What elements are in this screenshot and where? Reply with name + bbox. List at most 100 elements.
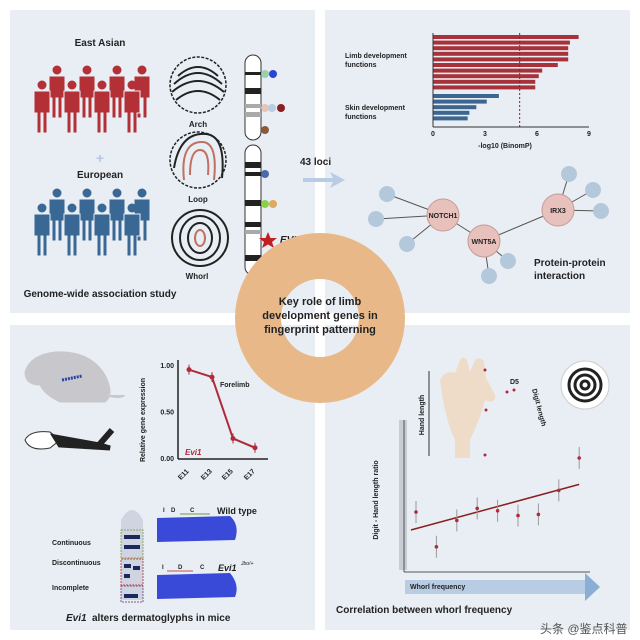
series-line xyxy=(188,368,256,449)
person-icon xyxy=(97,203,107,213)
mice-caption: alters dermatoglyphs in mice xyxy=(92,613,231,624)
person-icon xyxy=(37,203,47,213)
x-axis-arrow xyxy=(405,580,585,594)
trend-line xyxy=(410,483,580,531)
person-body xyxy=(93,90,111,134)
fingerprint-loop-icon xyxy=(169,131,227,189)
data-point xyxy=(434,545,439,549)
bar xyxy=(433,99,487,104)
skin-label-1: Skin development xyxy=(345,105,406,112)
east-asian-people-icon xyxy=(33,65,151,134)
person-body xyxy=(123,213,141,257)
person-icon xyxy=(127,80,137,90)
x-axis-label: -log10 (BinomP) xyxy=(478,143,532,150)
person-icon xyxy=(37,80,47,90)
limb-label-2: functions xyxy=(345,62,377,69)
scatter-x-label: Whorl frequency xyxy=(410,584,465,591)
mouse-limb-icon xyxy=(24,428,115,451)
wild-type-digit-image xyxy=(157,516,237,542)
person-icon xyxy=(112,188,122,198)
person-icon xyxy=(82,188,92,198)
segment-i: I xyxy=(162,565,164,571)
star-icon xyxy=(259,232,277,248)
person-icon xyxy=(127,203,137,213)
segment-c: C xyxy=(190,508,195,514)
person-body xyxy=(123,90,141,134)
forelimb-label: Forelimb xyxy=(220,382,250,389)
arrow-right-icon xyxy=(303,172,345,188)
data-point xyxy=(475,506,480,511)
mutant-superscript: Jbo/+ xyxy=(240,561,253,567)
center-title-3: fingerprint patterning xyxy=(264,324,376,336)
person-icon xyxy=(137,65,147,75)
bar xyxy=(433,57,569,62)
european-people-icon xyxy=(33,188,151,257)
person-icon xyxy=(52,188,62,198)
person-icon xyxy=(137,188,147,198)
person-icon xyxy=(67,80,77,90)
x-tick: 3 xyxy=(483,131,487,138)
arch-label: Arch xyxy=(189,120,207,129)
y-tick-label: 1.00 xyxy=(160,363,174,370)
y-tick-label: 0.50 xyxy=(160,410,174,417)
center-ring xyxy=(235,233,405,403)
hand-icon xyxy=(440,357,496,458)
bar xyxy=(433,46,569,51)
mutant-digit-image xyxy=(157,573,237,599)
node-irx3: IRX3 xyxy=(550,208,566,215)
person-icon xyxy=(112,65,122,75)
segment-d: D xyxy=(171,508,176,514)
class-incomplete: Incomplete xyxy=(52,585,89,592)
bar xyxy=(433,116,468,121)
mice-caption-gene: Evi1 xyxy=(66,613,87,624)
person-body xyxy=(63,213,81,257)
scatter-y-label: Digit - Hand length ratio xyxy=(373,460,380,539)
gwas-caption: Genome-wide association study xyxy=(24,289,177,300)
x-tick: 0 xyxy=(431,131,435,138)
whorl-label: Whorl xyxy=(186,272,209,281)
y-axis-label: Relative gene expression xyxy=(140,378,147,462)
bar xyxy=(433,51,569,56)
person-body xyxy=(93,213,111,257)
y-axis-arrow xyxy=(399,420,407,570)
center-title-2: development genes in xyxy=(262,310,378,322)
bar xyxy=(433,68,543,73)
arrow-right-icon xyxy=(585,573,600,601)
data-point xyxy=(557,488,561,493)
bar xyxy=(433,74,539,79)
skin-label-2: functions xyxy=(345,114,377,121)
bar xyxy=(433,35,579,39)
mutant-label: Evi1 xyxy=(218,563,237,573)
bar xyxy=(433,40,570,45)
bar xyxy=(433,105,477,110)
bar xyxy=(433,63,558,67)
dna-icon xyxy=(61,374,83,382)
data-point xyxy=(516,513,520,518)
fingerprint-whorl-icon xyxy=(171,209,229,267)
center-title-1: Key role of limb xyxy=(279,296,362,308)
digit-schematic-icon xyxy=(120,510,144,603)
correlation-caption: Correlation between whorl frequency xyxy=(336,605,513,616)
chromosome-icon xyxy=(244,54,285,276)
node-notch1: NOTCH1 xyxy=(429,213,458,220)
enrichment-bar-chart xyxy=(432,33,589,128)
evi1-chart-label: Evi1 xyxy=(185,448,202,457)
class-continuous: Continuous xyxy=(52,540,91,547)
bar xyxy=(433,85,536,90)
person-icon xyxy=(67,203,77,213)
data-point xyxy=(577,456,581,460)
fingerprint-zoom-icon xyxy=(560,360,610,410)
data-point xyxy=(455,518,459,523)
node-wnt5a: WNT5A xyxy=(472,239,497,246)
watermark: 头条 @鉴点科普 xyxy=(540,622,628,636)
data-point xyxy=(495,509,500,513)
person-icon xyxy=(82,65,92,75)
class-discontinuous: Discontinuous xyxy=(52,560,101,567)
y-tick-label: 0.00 xyxy=(160,456,174,463)
hand-length-label: Hand length xyxy=(419,395,426,435)
wild-type-label: Wild type xyxy=(217,506,257,516)
person-icon xyxy=(97,80,107,90)
person-body xyxy=(33,90,51,134)
ppi-caption-2: interaction xyxy=(534,271,585,282)
